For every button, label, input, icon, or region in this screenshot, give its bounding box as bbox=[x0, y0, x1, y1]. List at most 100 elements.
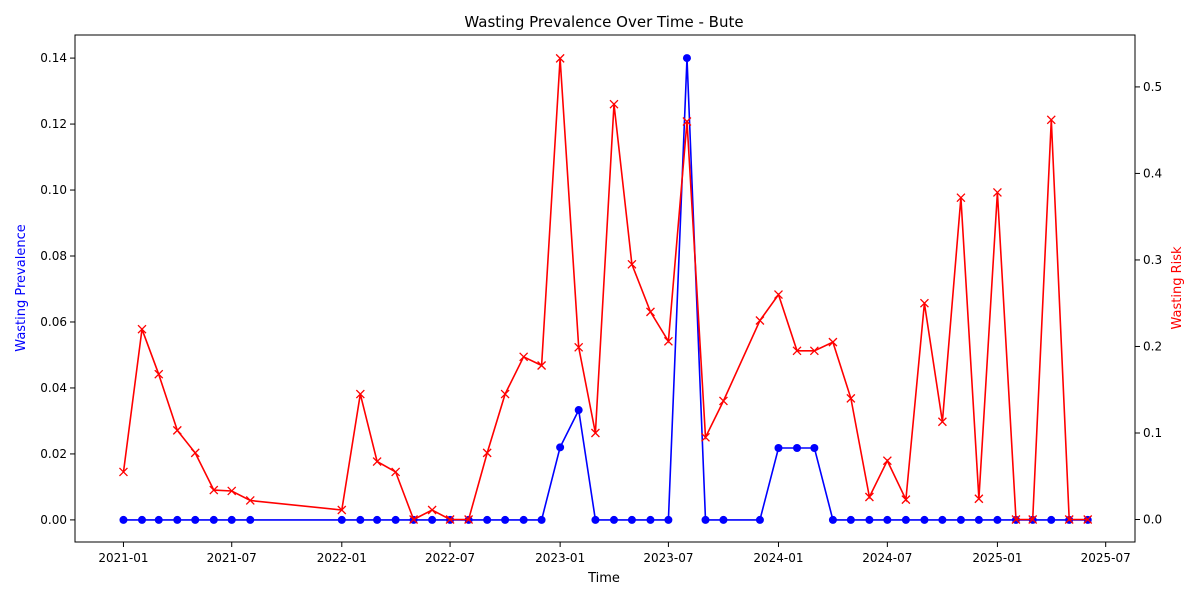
wasting-risk-point bbox=[864, 492, 874, 502]
wasting-prevalence-point bbox=[391, 515, 400, 524]
wasting-prevalence-point bbox=[865, 515, 874, 524]
x-tick-label: 2025-01 bbox=[972, 551, 1022, 565]
x-axis-label: Time bbox=[587, 571, 620, 586]
wasting-risk-point bbox=[500, 389, 510, 399]
wasting-prevalence-point bbox=[173, 515, 182, 524]
left-y-tick-label: 0.00 bbox=[40, 513, 67, 527]
wasting-risk-point bbox=[882, 456, 892, 466]
wasting-risk-point bbox=[190, 448, 200, 458]
wasting-risk-point bbox=[445, 515, 455, 524]
wasting-risk-point bbox=[464, 515, 474, 524]
wasting-prevalence-point bbox=[901, 515, 910, 524]
wasting-risk-point bbox=[245, 496, 255, 505]
wasting-risk-point bbox=[1028, 515, 1038, 524]
wasting-risk-point bbox=[1064, 515, 1074, 524]
wasting-prevalence-point bbox=[483, 515, 492, 524]
wasting-risk-point bbox=[1011, 515, 1021, 524]
right-y-tick-label: 0.0 bbox=[1143, 513, 1162, 527]
wasting-prevalence-point bbox=[993, 515, 1002, 524]
right-y-tick-label: 0.5 bbox=[1143, 80, 1162, 94]
wasting-prevalence-point bbox=[209, 515, 218, 524]
wasting-risk-point bbox=[792, 346, 802, 356]
wasting-prevalence-point bbox=[920, 515, 929, 524]
wasting-prevalence-point bbox=[664, 515, 673, 524]
wasting-prevalence-point bbox=[609, 515, 618, 524]
wasting-risk-point bbox=[974, 494, 984, 504]
wasting-prevalence-point bbox=[828, 515, 837, 524]
wasting-risk-point bbox=[154, 369, 164, 379]
wasting-risk-point bbox=[809, 346, 819, 356]
wasting-prevalence-point bbox=[974, 515, 983, 524]
wasting-risk-point bbox=[682, 117, 692, 126]
wasting-prevalence-point bbox=[246, 515, 255, 524]
wasting-risk-point bbox=[992, 188, 1002, 197]
right-y-axis-label: Wasting Risk bbox=[1170, 246, 1185, 330]
wasting-prevalence-point bbox=[154, 515, 163, 524]
chart-title: Wasting Prevalence Over Time - Bute bbox=[464, 13, 743, 31]
wasting-prevalence-point bbox=[227, 515, 236, 524]
wasting-prevalence-point bbox=[137, 515, 146, 524]
wasting-prevalence-point bbox=[574, 406, 583, 415]
wasting-prevalence-point bbox=[846, 515, 855, 524]
wasting-prevalence-point bbox=[956, 515, 965, 524]
wasting-risk-point bbox=[391, 467, 401, 477]
wasting-prevalence-point bbox=[938, 515, 947, 524]
wasting-risk-point bbox=[1046, 115, 1056, 125]
wasting-risk-point bbox=[372, 457, 382, 466]
x-tick-label: 2021-07 bbox=[207, 551, 257, 565]
left-y-tick-label: 0.14 bbox=[40, 51, 67, 65]
wasting-risk-point bbox=[828, 337, 838, 347]
wasting-prevalence-point bbox=[774, 443, 783, 452]
left-y-tick-label: 0.08 bbox=[40, 249, 67, 263]
wasting-risk-point bbox=[646, 307, 655, 317]
wasting-risk-point bbox=[937, 417, 947, 427]
wasting-prevalence-point bbox=[356, 515, 365, 524]
left-y-axis-label: Wasting Prevalence bbox=[14, 224, 29, 351]
x-tick-label: 2023-01 bbox=[535, 551, 585, 565]
wasting-risk-point bbox=[663, 336, 673, 346]
x-tick-label: 2023-07 bbox=[643, 551, 693, 565]
left-y-tick-label: 0.04 bbox=[40, 381, 67, 395]
wasting-prevalence-point bbox=[519, 515, 528, 524]
x-tick-label: 2022-01 bbox=[317, 551, 367, 565]
wasting-risk-point bbox=[701, 432, 710, 442]
wasting-prevalence-point bbox=[755, 515, 764, 524]
right-y-axis: 0.0 0.1 0.2 0.3 0.4 0.5 bbox=[1135, 80, 1162, 527]
wasting-risk-point bbox=[427, 505, 437, 515]
wasting-risk-point bbox=[555, 53, 565, 63]
wasting-risk-point bbox=[409, 515, 419, 524]
wasting-prevalence-point bbox=[793, 443, 802, 452]
wasting-prevalence-point bbox=[191, 515, 200, 524]
wasting-risk-point bbox=[337, 505, 347, 515]
wasting-risk-point bbox=[172, 425, 182, 435]
wasting-risk-point bbox=[590, 428, 600, 438]
left-y-tick-label: 0.06 bbox=[40, 315, 67, 329]
x-tick-label: 2024-01 bbox=[753, 551, 803, 565]
wasting-prevalence-point bbox=[627, 515, 636, 524]
wasting-prevalence-point bbox=[428, 515, 437, 524]
wasting-risk-point bbox=[901, 495, 911, 505]
left-y-tick-label: 0.12 bbox=[40, 117, 67, 131]
wasting-prevalence-point bbox=[501, 515, 510, 524]
right-y-tick-label: 0.1 bbox=[1143, 426, 1162, 440]
wasting-prevalence-point bbox=[701, 515, 710, 524]
wasting-risk-point bbox=[956, 193, 966, 203]
x-axis: 2021-01 2021-07 2022-01 2022-07 2023-01 2023-… bbox=[98, 542, 1131, 565]
wasting-prevalence-line bbox=[123, 58, 1088, 521]
x-tick-label: 2021-01 bbox=[98, 551, 148, 565]
left-y-tick-label: 0.02 bbox=[40, 447, 67, 461]
wasting-risk-point bbox=[118, 467, 128, 477]
wasting-risk-point bbox=[209, 485, 219, 495]
x-tick-label: 2022-07 bbox=[425, 551, 475, 565]
wasting-risk-point bbox=[718, 396, 728, 406]
wasting-risk-point bbox=[846, 393, 856, 403]
wasting-risk-point bbox=[355, 389, 365, 399]
wasting-prevalence-point bbox=[337, 515, 346, 524]
wasting-risk-point bbox=[627, 259, 637, 269]
wasting-risk-line bbox=[122, 58, 1088, 521]
wasting-prevalence-point bbox=[119, 515, 128, 524]
wasting-prevalence-point bbox=[1047, 515, 1056, 524]
wasting-risk-point bbox=[137, 324, 147, 334]
wasting-prevalence-point bbox=[883, 515, 892, 524]
